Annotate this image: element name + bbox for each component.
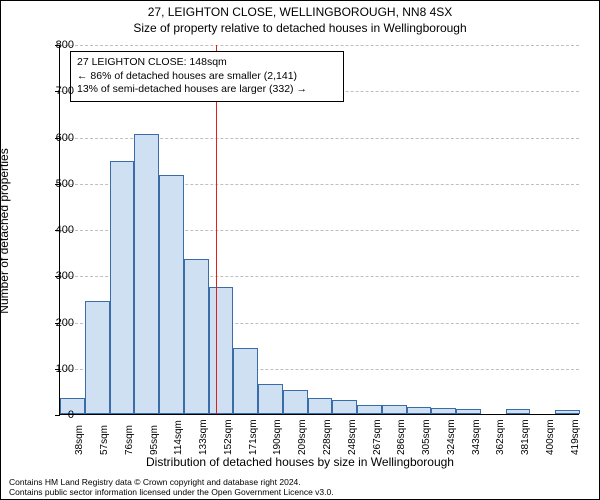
xtick-label: 190sqm (272, 419, 283, 455)
histogram-bar (456, 409, 481, 414)
xtick-label: 228sqm (322, 419, 333, 455)
annotation-box: 27 LEIGHTON CLOSE: 148sqm ← 86% of detac… (70, 51, 344, 102)
histogram-bar (134, 134, 159, 414)
ytick-label: 100 (44, 363, 74, 375)
histogram-bar (159, 175, 184, 414)
chart-title-line2: Size of property relative to detached ho… (1, 21, 599, 35)
histogram-bar (407, 407, 432, 414)
histogram-bar (357, 405, 382, 414)
xtick-label: 362sqm (495, 419, 506, 455)
annotation-line1: 27 LEIGHTON CLOSE: 148sqm (77, 56, 337, 70)
footer-text: Contains HM Land Registry data © Crown c… (9, 477, 334, 497)
histogram-bar (382, 405, 407, 414)
histogram-bar (258, 384, 283, 414)
xtick-label: 381sqm (520, 419, 531, 455)
histogram-bar (283, 390, 308, 415)
histogram-bar (209, 287, 234, 414)
xtick-label: 152sqm (223, 419, 234, 455)
histogram-bar (506, 409, 531, 414)
footer-line2: Contains public sector information licen… (9, 487, 334, 497)
chart-title-line1: 27, LEIGHTON CLOSE, WELLINGBOROUGH, NN8 … (1, 5, 599, 19)
plot-area: 27 LEIGHTON CLOSE: 148sqm ← 86% of detac… (59, 45, 579, 415)
histogram-bar (85, 301, 110, 414)
xtick-label: 248sqm (347, 419, 358, 455)
ytick-label: 300 (44, 270, 74, 282)
footer-line1: Contains HM Land Registry data © Crown c… (9, 477, 334, 487)
annotation-line3: 13% of semi-detached houses are larger (… (77, 83, 337, 97)
histogram-bar (332, 400, 357, 414)
histogram-bar (431, 408, 456, 414)
x-axis-label: Distribution of detached houses by size … (1, 455, 599, 469)
ytick-label: 0 (44, 409, 74, 421)
xtick-label: 286sqm (396, 419, 407, 455)
xtick-label: 305sqm (421, 419, 432, 455)
xtick-label: 267sqm (372, 419, 383, 455)
histogram-bar (308, 398, 333, 414)
ytick-label: 400 (44, 224, 74, 236)
xtick-label: 133sqm (198, 419, 209, 455)
ytick-label: 600 (44, 132, 74, 144)
ytick-label: 700 (44, 85, 74, 97)
xtick-label: 38sqm (74, 425, 85, 455)
histogram-bar (233, 348, 258, 414)
ytick-label: 800 (44, 39, 74, 51)
xtick-label: 400sqm (545, 419, 556, 455)
xtick-label: 209sqm (297, 419, 308, 455)
histogram-bar (555, 410, 580, 414)
y-axis-label: Number of detached properties (0, 148, 11, 313)
histogram-bar (184, 259, 209, 414)
ytick-label: 200 (44, 317, 74, 329)
xtick-label: 76sqm (124, 425, 135, 455)
xtick-label: 57sqm (99, 425, 110, 455)
xtick-label: 114sqm (173, 420, 184, 455)
xtick-label: 171sqm (248, 419, 259, 455)
ytick-label: 500 (44, 178, 74, 190)
xtick-label: 419sqm (570, 419, 581, 455)
chart-container: 27, LEIGHTON CLOSE, WELLINGBOROUGH, NN8 … (0, 0, 600, 500)
xtick-label: 324sqm (446, 419, 457, 455)
xtick-label: 343sqm (471, 419, 482, 455)
annotation-line2: ← 86% of detached houses are smaller (2,… (77, 70, 337, 84)
xtick-label: 95sqm (149, 425, 160, 455)
histogram-bar (110, 161, 135, 414)
